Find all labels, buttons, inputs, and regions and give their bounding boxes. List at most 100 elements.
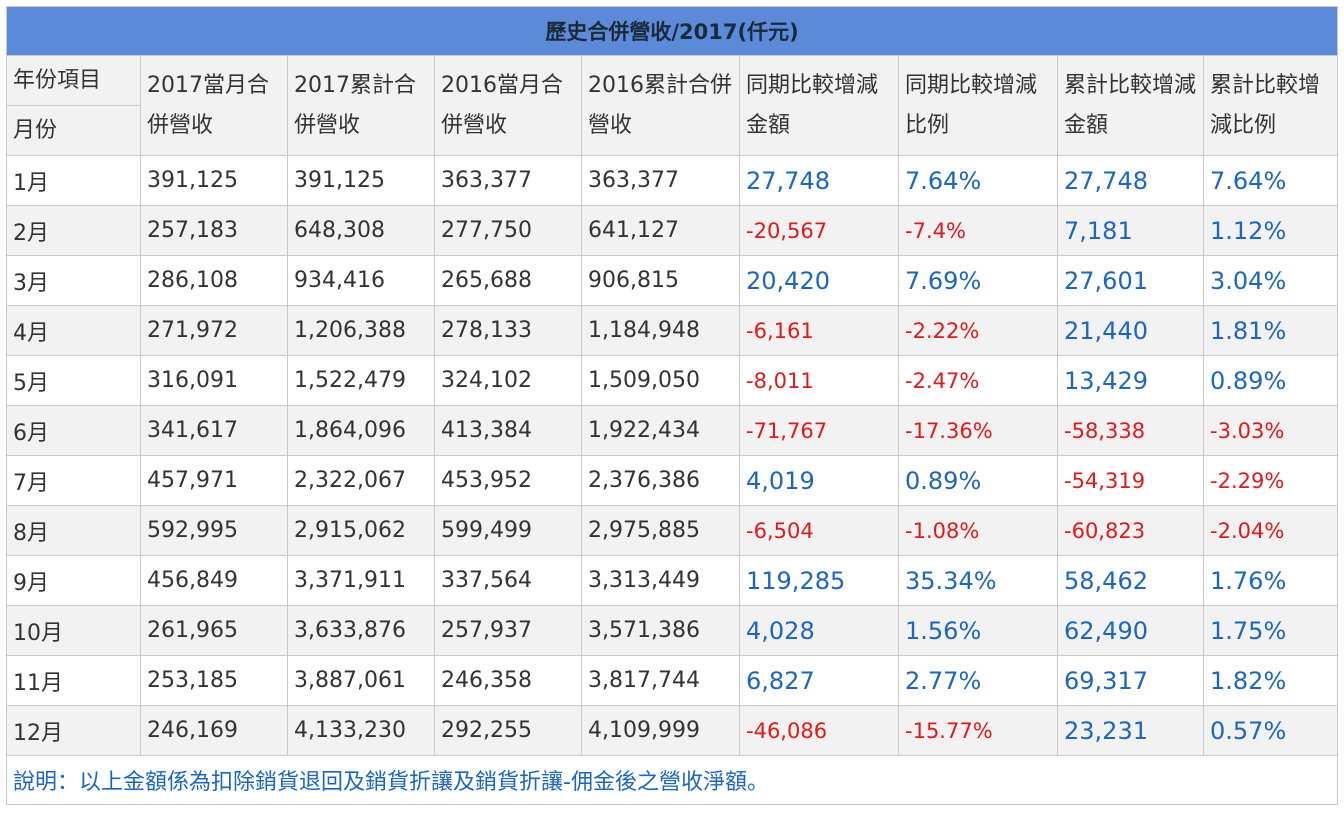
value-cell: 363,377 <box>434 155 582 206</box>
value-cell: 3,887,061 <box>287 655 435 706</box>
value-cell: 257,937 <box>434 605 582 656</box>
table-row: 3月 286,108 934,416 265,688 906,815 20,420 7.69… <box>6 255 1339 306</box>
value-cell: 934,416 <box>287 255 435 306</box>
value-cell: 906,815 <box>581 255 740 306</box>
column-header: 累計比較增減金額 <box>1057 55 1204 156</box>
table-row: 9月 456,849 3,371,911 337,564 3,313,449 119,28… <box>6 555 1339 606</box>
value-cell: -46,086 <box>739 705 899 756</box>
month-cell: 12月 <box>6 705 141 756</box>
value-cell: 391,125 <box>287 155 435 206</box>
value-cell: 1.82% <box>1202 655 1339 706</box>
value-cell: 599,499 <box>434 505 582 556</box>
column-header: 同期比較增減比例 <box>898 55 1058 156</box>
value-cell: -71,767 <box>739 405 899 456</box>
value-cell: 3,313,449 <box>581 555 740 606</box>
value-cell: -3.03% <box>1202 405 1339 456</box>
value-cell: 1.56% <box>898 605 1058 656</box>
value-cell: 7.64% <box>898 155 1058 206</box>
value-cell: 3,633,876 <box>287 605 435 656</box>
value-cell: 257,183 <box>140 205 288 256</box>
value-cell: 324,102 <box>434 355 582 406</box>
column-header: 2016當月合併營收 <box>434 55 582 156</box>
value-cell: 27,601 <box>1057 255 1204 306</box>
value-cell: 1,206,388 <box>287 305 435 356</box>
value-cell: 1.75% <box>1202 605 1339 656</box>
value-cell: 253,185 <box>140 655 288 706</box>
value-cell: -2.29% <box>1202 455 1339 506</box>
value-cell: 341,617 <box>140 405 288 456</box>
table-row: 11月 253,185 3,887,061 246,358 3,817,744 6,827… <box>6 655 1339 706</box>
value-cell: 2,975,885 <box>581 505 740 556</box>
table-row: 2月 257,183 648,308 277,750 641,127 -20,567 -7.… <box>6 205 1339 256</box>
value-cell: 261,965 <box>140 605 288 656</box>
value-cell: 391,125 <box>140 155 288 206</box>
value-cell: -15.77% <box>898 705 1058 756</box>
value-cell: 286,108 <box>140 255 288 306</box>
value-cell: 119,285 <box>739 555 899 606</box>
value-cell: 0.89% <box>1202 355 1339 406</box>
value-cell: -58,338 <box>1057 405 1204 456</box>
value-cell: 316,091 <box>140 355 288 406</box>
value-cell: 0.89% <box>898 455 1058 506</box>
value-cell: 2.77% <box>898 655 1058 706</box>
value-cell: 1,922,434 <box>581 405 740 456</box>
value-cell: 292,255 <box>434 705 582 756</box>
month-cell: 11月 <box>6 655 141 706</box>
value-cell: 3,371,911 <box>287 555 435 606</box>
value-cell: 1.76% <box>1202 555 1339 606</box>
value-cell: 2,322,067 <box>287 455 435 506</box>
value-cell: -7.4% <box>898 205 1058 256</box>
month-cell: 6月 <box>6 405 141 456</box>
revenue-table: 歷史合併營收/2017(仟元) 年份項目 月份 2017當月合併營收 2017累… <box>5 6 1339 805</box>
value-cell: 592,995 <box>140 505 288 556</box>
value-cell: 337,564 <box>434 555 582 606</box>
value-cell: 1,184,948 <box>581 305 740 356</box>
value-cell: 27,748 <box>739 155 899 206</box>
value-cell: 277,750 <box>434 205 582 256</box>
value-cell: 4,133,230 <box>287 705 435 756</box>
month-label: 月份 <box>13 118 58 143</box>
value-cell: 648,308 <box>287 205 435 256</box>
value-cell: 3,571,386 <box>581 605 740 656</box>
table-row: 1月 391,125 391,125 363,377 363,377 27,748 7.64… <box>6 155 1339 206</box>
footnote: 說明：以上金額係為扣除銷貨退回及銷貨折讓及銷貨折讓-佣金後之營收淨額。 <box>5 755 1339 805</box>
value-cell: 457,971 <box>140 455 288 506</box>
month-cell: 9月 <box>6 555 141 606</box>
table-title: 歷史合併營收/2017(仟元) <box>5 6 1339 56</box>
value-cell: 641,127 <box>581 205 740 256</box>
value-cell: 2,376,386 <box>581 455 740 506</box>
value-cell: 20,420 <box>739 255 899 306</box>
value-cell: -2.04% <box>1202 505 1339 556</box>
revenue-history-panel: 歷史合併營收/2017(仟元) 年份項目 月份 2017當月合併營收 2017累… <box>5 6 1339 805</box>
column-header: 2017當月合併營收 <box>140 55 288 156</box>
value-cell: 1,509,050 <box>581 355 740 406</box>
value-cell: 0.57% <box>1202 705 1339 756</box>
header-row: 年份項目 月份 2017當月合併營收 2017累計合併營收 2016當月合併營收… <box>6 55 1339 156</box>
table-row: 4月 271,972 1,206,388 278,133 1,184,948 -6,161… <box>6 305 1339 356</box>
column-header: 累計比較增減比例 <box>1202 55 1339 156</box>
value-cell: 246,169 <box>140 705 288 756</box>
value-cell: 246,358 <box>434 655 582 706</box>
value-cell: 4,109,999 <box>581 705 740 756</box>
value-cell: 1,864,096 <box>287 405 435 456</box>
month-cell: 5月 <box>6 355 141 406</box>
table-row: 5月 316,091 1,522,479 324,102 1,509,050 -8,011… <box>6 355 1339 406</box>
value-cell: 4,019 <box>739 455 899 506</box>
value-cell: -60,823 <box>1057 505 1204 556</box>
value-cell: 413,384 <box>434 405 582 456</box>
value-cell: 62,490 <box>1057 605 1204 656</box>
value-cell: 7.64% <box>1202 155 1339 206</box>
table-row: 10月 261,965 3,633,876 257,937 3,571,386 4,028… <box>6 605 1339 656</box>
value-cell: -6,504 <box>739 505 899 556</box>
value-cell: -20,567 <box>739 205 899 256</box>
value-cell: 456,849 <box>140 555 288 606</box>
month-cell: 2月 <box>6 205 141 256</box>
month-cell: 4月 <box>6 305 141 356</box>
value-cell: -54,319 <box>1057 455 1204 506</box>
column-header: 2016累計合併營收 <box>581 55 740 156</box>
value-cell: 35.34% <box>898 555 1058 606</box>
value-cell: 1.81% <box>1202 305 1339 356</box>
value-cell: 7.69% <box>898 255 1058 306</box>
value-cell: 7,181 <box>1057 205 1204 256</box>
table-row: 12月 246,169 4,133,230 292,255 4,109,999 -46,0… <box>6 705 1339 756</box>
